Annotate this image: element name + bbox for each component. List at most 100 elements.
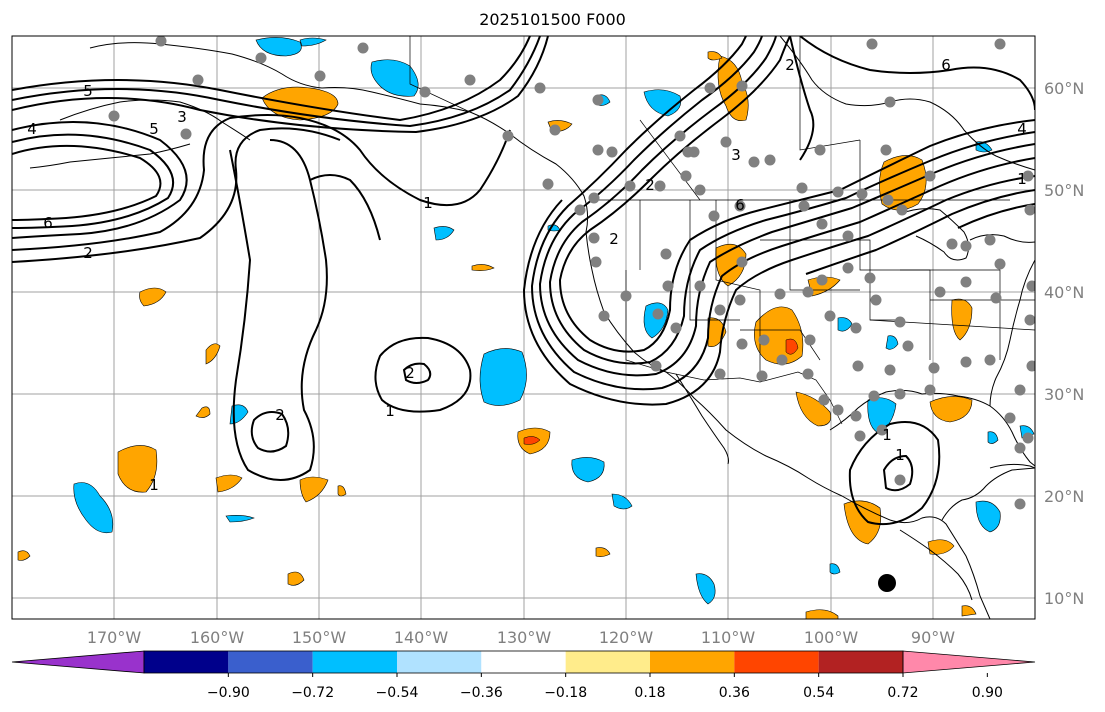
contour-label: 2 xyxy=(275,406,285,424)
station-dot xyxy=(1014,384,1026,396)
contour-label: 4 xyxy=(27,120,37,138)
station-dot xyxy=(314,70,326,82)
contour-label: 1 xyxy=(385,402,395,420)
station-dot xyxy=(108,110,120,122)
contour-label: 3 xyxy=(177,108,187,126)
station-dot xyxy=(590,256,602,268)
contour-label: 2 xyxy=(645,176,655,194)
positive-anomaly-patches xyxy=(17,51,977,619)
negative-anomaly-patches xyxy=(73,37,1035,605)
station-dot xyxy=(502,130,514,142)
station-dot xyxy=(774,288,786,300)
station-dot xyxy=(464,74,476,86)
station-dot xyxy=(660,248,672,260)
contour-label: 5 xyxy=(149,120,159,138)
station-dot xyxy=(714,304,726,316)
station-dot xyxy=(842,262,854,274)
station-dot xyxy=(419,86,431,98)
station-dot xyxy=(736,256,748,268)
station-dot xyxy=(758,334,770,346)
station-dot xyxy=(1024,204,1035,216)
contour-label: 6 xyxy=(735,196,745,214)
contour-label: 3 xyxy=(731,146,741,164)
station-dot xyxy=(796,182,808,194)
station-dot xyxy=(884,96,896,108)
station-dot xyxy=(542,178,554,190)
station-dot xyxy=(868,390,880,402)
contour-label: 2 xyxy=(405,364,415,382)
station-dot xyxy=(832,186,844,198)
station-dot xyxy=(662,280,674,292)
station-dot xyxy=(680,170,692,182)
tropical-marker xyxy=(878,574,896,592)
station-dot xyxy=(894,316,906,328)
colorbar-segment xyxy=(650,651,735,673)
lon-label: 90°W xyxy=(911,628,955,647)
station-dot xyxy=(804,334,816,346)
station-dot xyxy=(592,94,604,106)
station-dot xyxy=(192,74,204,86)
station-dot xyxy=(984,234,996,246)
lon-label: 100°W xyxy=(804,628,859,647)
station-dot xyxy=(734,294,746,306)
station-dot xyxy=(704,82,716,94)
colorbar-segment xyxy=(144,651,229,673)
station-dot xyxy=(802,286,814,298)
station-dot xyxy=(894,474,906,486)
station-dot xyxy=(870,294,882,306)
station-dot xyxy=(534,82,546,94)
colorbar-segment xyxy=(312,651,397,673)
station-dot xyxy=(1014,498,1026,510)
station-dot xyxy=(736,338,748,350)
station-dot xyxy=(866,38,878,50)
station-dot xyxy=(736,80,748,92)
station-dot xyxy=(654,180,666,192)
height-contours xyxy=(12,36,1035,526)
map-frame xyxy=(11,35,1036,620)
station-dot xyxy=(714,368,726,380)
longitude-labels: 170°W 160°W 150°W 140°W 130°W 120°W 110°W 100°W… xyxy=(87,628,955,647)
colorbar-segment xyxy=(228,651,313,673)
station-dot xyxy=(902,340,914,352)
station-dot xyxy=(694,184,706,196)
station-dot xyxy=(720,136,732,148)
station-dot xyxy=(776,354,788,366)
station-dot xyxy=(1022,170,1034,182)
station-dot xyxy=(652,308,664,320)
colorbar-tick-label: 0.18 xyxy=(634,685,665,701)
station-dot xyxy=(960,240,972,252)
station-dot xyxy=(856,188,868,200)
colorbar-segment xyxy=(565,651,650,673)
station-dot xyxy=(620,290,632,302)
station-dot xyxy=(934,286,946,298)
station-dot xyxy=(1024,314,1035,326)
colorbar-tick-label: 0.90 xyxy=(972,685,1003,701)
station-dot xyxy=(864,272,876,284)
station-dot xyxy=(842,230,854,242)
contour-label: 5 xyxy=(83,82,93,100)
contour-label: 1 xyxy=(895,446,905,464)
station-dot xyxy=(574,204,586,216)
station-dot xyxy=(928,362,940,374)
strong-positive-patches xyxy=(523,338,799,445)
lon-label: 150°W xyxy=(292,628,347,647)
lat-label: 30°N xyxy=(1044,385,1084,404)
station-dot xyxy=(814,144,826,156)
contour-label: 1 xyxy=(1017,170,1027,188)
station-dot xyxy=(588,192,600,204)
station-dot xyxy=(994,258,1006,270)
station-dot xyxy=(990,292,1002,304)
station-dot xyxy=(606,146,618,158)
colorbar-tick-label: −0.54 xyxy=(376,685,419,701)
colorbar-extend-low xyxy=(11,650,145,674)
station-dot xyxy=(882,194,894,206)
station-markers xyxy=(108,36,1035,510)
station-dot xyxy=(650,360,662,372)
station-dot xyxy=(670,322,682,334)
station-dot xyxy=(180,128,192,140)
station-dot xyxy=(688,146,700,158)
colorbar-tick-label: 0.36 xyxy=(719,685,750,701)
lon-label: 120°W xyxy=(599,628,654,647)
lon-label: 160°W xyxy=(190,628,245,647)
